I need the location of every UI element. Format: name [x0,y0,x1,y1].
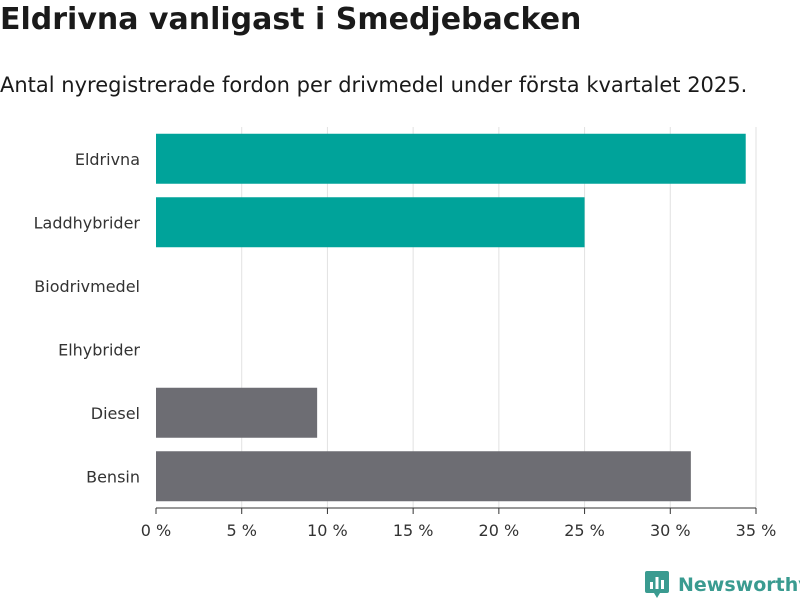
category-label: Elhybrider [58,340,140,359]
x-tick-label: 25 % [564,521,605,540]
category-label: Biodrivmedel [34,277,140,296]
bar [156,197,585,248]
x-tick-label: 35 % [736,521,777,540]
newsworthy-logo: Newsworthy [645,570,800,600]
x-tick-label: 0 % [141,521,171,540]
logo-text: Newsworthy [678,574,800,596]
category-label: Laddhybrider [34,213,141,232]
x-tick-label: 5 % [226,521,256,540]
bar [156,451,691,502]
chart-subtitle: Antal nyregistrerade fordon per drivmede… [0,73,748,97]
x-tick-label: 20 % [479,521,520,540]
x-tick-label: 15 % [393,521,434,540]
bar [156,133,746,184]
bar-chart-speech-bubble-icon [645,571,669,598]
x-tick-label: 10 % [307,521,348,540]
chart-title: Eldrivna vanligast i Smedjebacken [0,2,582,37]
category-label: Bensin [86,467,140,486]
x-tick-label: 30 % [650,521,691,540]
bar [156,387,318,438]
category-label: Eldrivna [75,150,140,169]
category-label: Diesel [91,404,140,423]
